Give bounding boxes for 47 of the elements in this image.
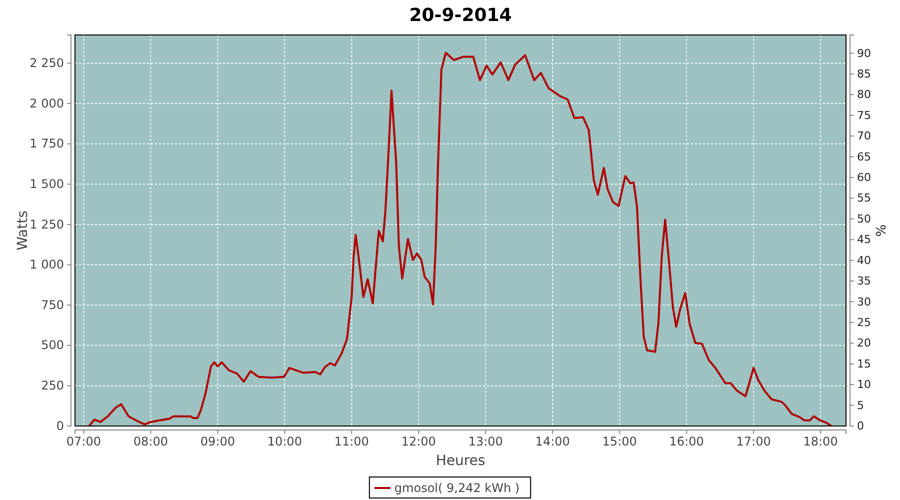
y2-tick-label: 75 [857, 108, 871, 122]
y2-tick-label: 60 [857, 171, 871, 184]
x-tick-label: 07:00 [66, 434, 102, 449]
y2-tick-label: 50 [857, 212, 871, 226]
x-tick-label: 14:00 [535, 434, 570, 449]
y2-tick-label: 30 [857, 295, 871, 308]
legend-label: gmosol( 9,242 kWh ) [394, 481, 520, 495]
y-tick-label: 1 750 [30, 136, 64, 151]
x-tick-label: 11:00 [334, 434, 369, 449]
y-tick-label: 2 000 [30, 96, 64, 110]
x-axis-title: Heures [436, 453, 486, 469]
y-tick-label: 750 [41, 298, 64, 312]
y2-tick-label: 90 [857, 46, 871, 60]
y-tick-label: 1 000 [30, 258, 64, 272]
y-tick-label: 1 500 [30, 176, 64, 191]
y2-tick-label: 65 [857, 150, 871, 164]
y2-tick-label: 85 [857, 67, 871, 80]
y-axis-title: Watts [15, 210, 31, 250]
x-tick-label: 12:00 [401, 434, 436, 449]
y-tick-label: 500 [41, 338, 64, 352]
x-tick-label: 16:00 [669, 434, 704, 449]
y2-tick-label: 70 [857, 130, 871, 143]
x-tick-label: 17:00 [736, 434, 771, 449]
y2-tick-label: 0 [857, 420, 864, 433]
y-tick-label: 250 [41, 378, 64, 393]
y2-axis-title: % [872, 224, 887, 237]
y2-tick-label: 5 [857, 398, 864, 412]
x-tick-label: 09:00 [200, 434, 235, 449]
x-tick-label: 08:00 [133, 434, 168, 449]
x-tick-label: 10:00 [267, 434, 302, 449]
line-series [88, 52, 832, 427]
x-tick-label: 15:00 [602, 434, 637, 449]
y2-tick-label: 20 [857, 336, 871, 350]
y2-tick-label: 40 [857, 254, 871, 267]
x-tick-label: 13:00 [468, 434, 503, 449]
y-tick-label: 0 [56, 418, 64, 433]
y2-tick-label: 15 [857, 357, 871, 370]
y2-tick-label: 80 [857, 88, 871, 102]
chart-title: 20-9-2014 [409, 5, 512, 26]
y2-tick-label: 25 [857, 316, 871, 329]
y-tick-label: 1 250 [30, 217, 64, 232]
y-tick-label: 2 250 [30, 56, 64, 70]
y2-tick-label: 35 [857, 274, 871, 288]
y2-tick-label: 45 [857, 233, 871, 246]
y2-tick-label: 10 [857, 378, 871, 392]
x-tick-label: 18:00 [803, 434, 838, 449]
y2-tick-label: 55 [857, 192, 871, 205]
